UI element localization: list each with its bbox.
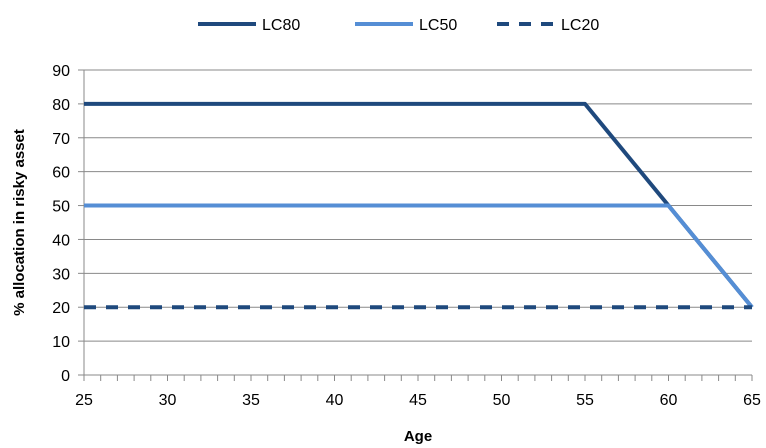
x-axis-title: Age	[404, 428, 432, 445]
x-axis-ticks: 25 30 35 40 45 50 55 60 65	[75, 375, 761, 409]
legend-label-lc20: LC20	[561, 17, 599, 34]
x-tick-label: 25	[75, 392, 93, 409]
x-tick-label: 45	[409, 392, 427, 409]
legend-label-lc50: LC50	[419, 17, 457, 34]
y-tick-label: 80	[52, 97, 70, 114]
y-tick-label: 30	[52, 266, 70, 283]
y-tick-label: 20	[52, 300, 70, 317]
legend: LC80 LC50 LC20	[198, 17, 599, 34]
y-tick-label: 60	[52, 165, 70, 182]
axes	[78, 70, 752, 381]
y-tick-label: 0	[61, 368, 70, 385]
y-tick-label: 50	[52, 199, 70, 216]
x-tick-label: 60	[660, 392, 678, 409]
x-tick-label: 30	[159, 392, 177, 409]
y-axis-ticks: 0 10 20 30 40 50 60 70 80 90	[52, 63, 84, 385]
y-tick-label: 10	[52, 334, 70, 351]
x-tick-label: 35	[242, 392, 260, 409]
x-tick-label: 65	[743, 392, 761, 409]
y-tick-label: 90	[52, 63, 70, 80]
y-axis-title: % allocation in risky asset	[11, 129, 28, 316]
y-tick-label: 70	[52, 131, 70, 148]
x-tick-label: 50	[493, 392, 511, 409]
legend-label-lc80: LC80	[262, 17, 300, 34]
x-tick-label: 55	[576, 392, 594, 409]
y-tick-label: 40	[52, 232, 70, 249]
series-line-lc50	[84, 203, 754, 309]
x-tick-label: 40	[326, 392, 344, 409]
series-layer	[84, 101, 754, 310]
